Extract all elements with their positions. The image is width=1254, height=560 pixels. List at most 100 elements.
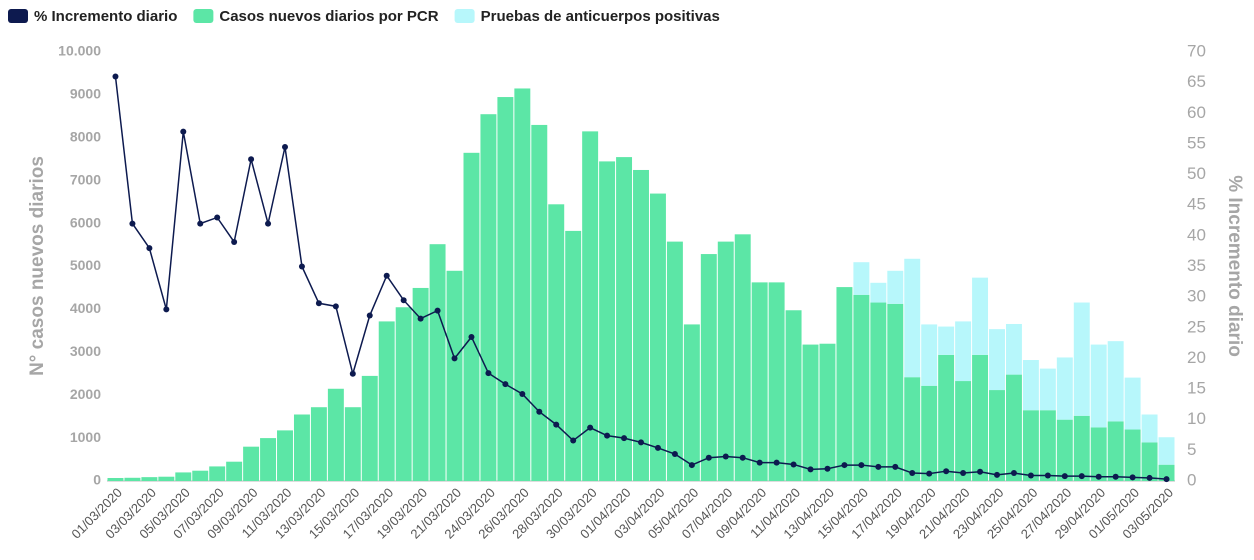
bar <box>497 97 514 482</box>
bar <box>734 234 751 481</box>
point <box>960 470 967 477</box>
point <box>417 315 424 322</box>
point <box>197 220 204 227</box>
y2-tick-label: 0 <box>1187 470 1196 489</box>
bar <box>412 287 429 481</box>
point <box>875 463 882 470</box>
bar <box>1158 437 1175 465</box>
bar <box>633 169 649 481</box>
bar <box>243 446 260 481</box>
bar <box>700 254 717 481</box>
bar <box>107 477 124 481</box>
point <box>1146 474 1153 481</box>
bar <box>124 477 141 481</box>
bar <box>548 204 565 482</box>
bar <box>260 438 277 481</box>
point <box>824 465 831 472</box>
point <box>1044 472 1051 479</box>
bar <box>582 131 599 482</box>
y2-tick-label: 45 <box>1187 195 1206 214</box>
bar <box>768 282 785 481</box>
point <box>587 424 594 431</box>
bar <box>972 277 989 355</box>
point <box>332 303 339 310</box>
bar <box>480 114 497 481</box>
point <box>773 459 780 466</box>
y2-tick-label: 25 <box>1187 317 1206 336</box>
point <box>519 390 526 397</box>
y2-tick-label: 70 <box>1187 41 1206 60</box>
y-tick-label: 9000 <box>70 86 101 102</box>
y2-tick-label: 55 <box>1187 133 1206 152</box>
bar <box>1141 414 1158 443</box>
bar <box>463 152 480 481</box>
bar <box>904 258 921 378</box>
bar <box>1107 341 1124 422</box>
point <box>1027 472 1034 479</box>
bar <box>158 476 175 481</box>
bar <box>1022 410 1039 481</box>
point <box>858 462 865 469</box>
bar <box>853 294 870 481</box>
y2-axis-title: % Incremento diario <box>1224 175 1245 357</box>
point <box>383 272 390 279</box>
bar <box>938 354 955 481</box>
point <box>638 439 644 446</box>
point <box>485 370 492 377</box>
point <box>1163 476 1170 483</box>
bar <box>802 344 819 481</box>
bar <box>785 310 802 481</box>
point <box>214 214 221 221</box>
bar <box>989 390 1005 481</box>
legend-swatch <box>193 9 214 23</box>
y2-tick-label: 15 <box>1187 379 1206 398</box>
point <box>705 454 712 461</box>
point <box>722 453 729 460</box>
point <box>366 312 373 319</box>
point <box>434 307 441 314</box>
bar <box>1005 374 1022 481</box>
point <box>1095 473 1102 480</box>
legend-swatch <box>8 9 28 23</box>
legend-label: % Incremento diario <box>34 8 177 25</box>
bar <box>599 161 616 481</box>
bar <box>955 321 972 382</box>
bar <box>531 124 548 482</box>
y2-tick-label: 65 <box>1187 72 1206 91</box>
point <box>265 220 272 227</box>
y-tick-label: 8000 <box>70 129 101 145</box>
point <box>146 245 153 252</box>
bar <box>378 321 395 481</box>
point <box>570 437 577 444</box>
bar <box>751 282 768 481</box>
point <box>400 297 407 304</box>
y2-tick-label: 50 <box>1187 164 1206 183</box>
bar <box>344 407 361 481</box>
bar <box>717 241 734 481</box>
bar <box>870 282 887 303</box>
point <box>807 466 814 473</box>
bar <box>446 270 463 481</box>
bar <box>887 270 904 304</box>
point <box>451 355 458 362</box>
point <box>112 73 119 80</box>
point <box>180 128 187 135</box>
bar <box>1090 427 1107 481</box>
y-tick-label: 2000 <box>70 386 101 402</box>
y2-tick-label: 10 <box>1187 409 1206 428</box>
bar <box>327 388 344 481</box>
point <box>841 462 848 469</box>
point <box>671 451 678 458</box>
point <box>1061 473 1068 480</box>
point <box>604 432 611 439</box>
bar <box>1141 442 1158 481</box>
y-tick-label: 1000 <box>70 429 101 445</box>
bar <box>1090 344 1107 428</box>
bar <box>921 324 938 386</box>
bar <box>1124 377 1141 430</box>
point <box>621 435 628 442</box>
point <box>298 263 305 270</box>
y-tick-label: 5000 <box>70 257 101 273</box>
bar <box>1005 323 1022 375</box>
